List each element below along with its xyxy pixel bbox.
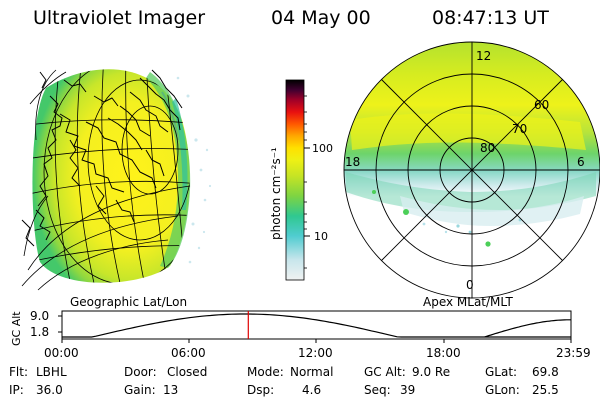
- colorbar-tick-10: 10: [314, 230, 328, 243]
- polar-panel-label: Apex MLat/MLT: [423, 295, 513, 309]
- colorbar: 100 10 photon cm⁻²s⁻¹: [269, 79, 333, 281]
- polar-image: 12 18 6 0 60 70 80 Apex MLat/MLT: [343, 41, 600, 309]
- status-door-label: Door:: [124, 365, 157, 379]
- mlat-label-70: 70: [512, 122, 527, 136]
- timeline-xtick-0600: 06:00: [171, 346, 206, 360]
- status-flt-label: Flt:: [9, 365, 28, 379]
- image-time: 08:47:13 UT: [432, 7, 549, 29]
- status-ip-value: 36.0: [36, 383, 63, 397]
- status-gcalt-label: GC Alt:: [364, 365, 406, 379]
- image-date: 04 May 00: [271, 7, 371, 29]
- status-mode-label: Mode:: [247, 365, 284, 379]
- status-glat-label: GLat:: [485, 365, 518, 379]
- status-glon-value: 25.5: [532, 383, 559, 397]
- timeline-xtick-1800: 18:00: [426, 346, 461, 360]
- mlt-label-6: 6: [577, 155, 585, 169]
- timeline-ytick-9: 9.0: [30, 309, 49, 323]
- status-mode-value: Normal: [290, 365, 334, 379]
- status-flt-value: LBHL: [36, 365, 67, 379]
- timeline-xtick-0000: 00:00: [44, 346, 79, 360]
- status-dsp-label: Dsp:: [247, 383, 275, 397]
- geographic-image: Geographic Lat/Lon: [21, 69, 212, 309]
- timeline-xtick-1200: 12:00: [298, 346, 333, 360]
- timeline-ytick-1.8: 1.8: [30, 325, 49, 339]
- geo-panel-label: Geographic Lat/Lon: [70, 295, 187, 309]
- instrument-title: Ultraviolet Imager: [33, 7, 206, 29]
- mlt-label-12: 12: [476, 49, 491, 63]
- colorbar-tick-100: 100: [312, 142, 333, 155]
- altitude-timeline: GC Alt 9.0 1.8 00:00 06:00 12:00 18:00 2…: [10, 309, 591, 360]
- mlat-label-80: 80: [480, 141, 495, 155]
- status-gain-label: Gain:: [124, 383, 156, 397]
- colorbar-unit-label: photon cm⁻²s⁻¹: [269, 147, 283, 240]
- status-glat-value: 69.8: [532, 365, 559, 379]
- status-seq-value: 39: [400, 383, 416, 397]
- timeline-xtick-2359: 23:59: [556, 346, 591, 360]
- mlat-label-60: 60: [534, 98, 549, 112]
- orbit-altitude-curve: [62, 313, 571, 338]
- status-dsp-value: 4.6: [302, 383, 322, 397]
- status-gcalt-value: 9.0 Re: [412, 365, 451, 379]
- mlt-label-18: 18: [345, 155, 360, 169]
- status-glon-label: GLon:: [485, 383, 520, 397]
- timeline-y-axis-label: GC Alt: [10, 311, 23, 346]
- status-ip-label: IP:: [9, 383, 24, 397]
- status-gain-value: 13: [163, 383, 179, 397]
- status-door-value: Closed: [167, 365, 208, 379]
- mlt-label-0: 0: [466, 278, 474, 292]
- status-seq-label: Seq:: [364, 383, 391, 397]
